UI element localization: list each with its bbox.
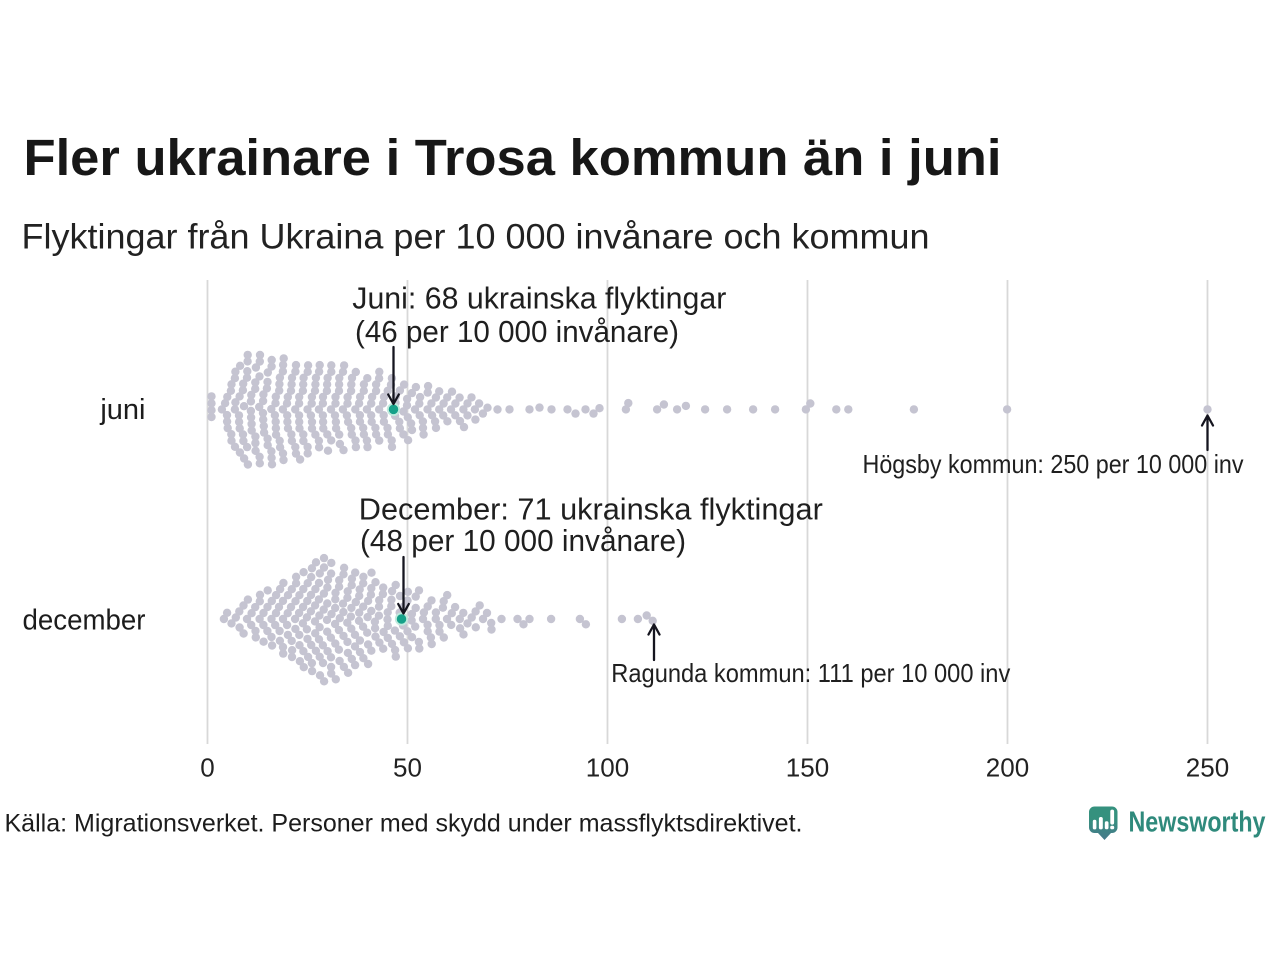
- svg-text:Högsby kommun: 250 per 10 000: Högsby kommun: 250 per 10 000 inv: [863, 449, 1244, 479]
- svg-text:juni: juni: [99, 394, 145, 426]
- svg-text:Fler ukrainare i Trosa kommun: Fler ukrainare i Trosa kommun än i juni: [24, 129, 1002, 186]
- svg-text:december: december: [23, 605, 146, 637]
- svg-text:Juni: 68 ukrainska flyktingar: Juni: 68 ukrainska flyktingar: [352, 281, 726, 316]
- svg-text:(48 per 10 000 invånare): (48 per 10 000 invånare): [360, 523, 686, 558]
- svg-text:0: 0: [200, 753, 214, 783]
- svg-text:150: 150: [786, 753, 829, 783]
- svg-text:250: 250: [1186, 753, 1229, 783]
- svg-text:Flyktingar från Ukraina per 10: Flyktingar från Ukraina per 10 000 invån…: [22, 218, 930, 257]
- svg-text:Källa: Migrationsverket. Perso: Källa: Migrationsverket. Personer med sk…: [5, 810, 803, 838]
- svg-text:Newsworthy: Newsworthy: [1129, 807, 1266, 839]
- svg-text:Ragunda kommun: 111 per 10 000: Ragunda kommun: 111 per 10 000 inv: [611, 658, 1010, 688]
- svg-text:200: 200: [986, 753, 1029, 783]
- svg-text:50: 50: [393, 753, 422, 783]
- svg-text:(46 per 10 000 invånare): (46 per 10 000 invånare): [355, 314, 679, 349]
- svg-text:December: 71 ukrainska flyktin: December: 71 ukrainska flyktingar: [359, 491, 823, 526]
- svg-text:100: 100: [586, 753, 629, 783]
